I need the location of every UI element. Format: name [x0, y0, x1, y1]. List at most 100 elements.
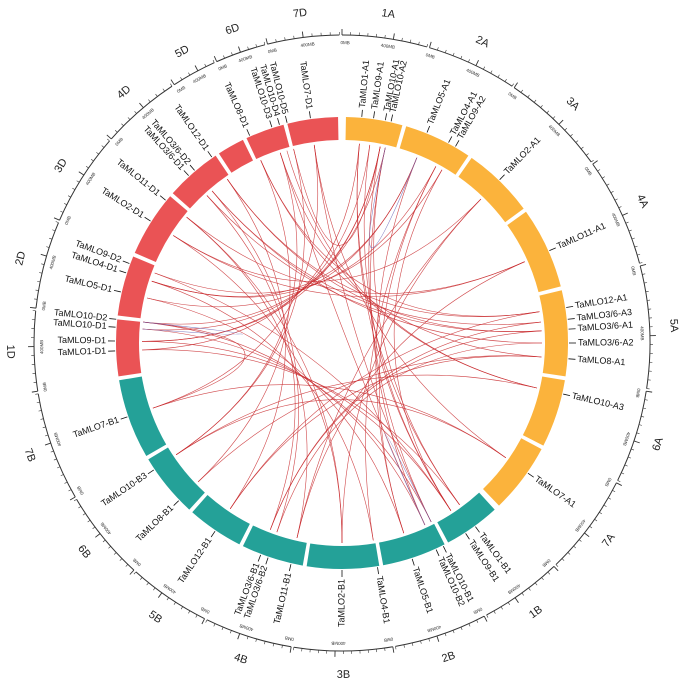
axis-tick [55, 221, 59, 223]
axis-tick [204, 63, 207, 67]
chromosome-band-1b [437, 492, 495, 543]
axis-tick [628, 229, 632, 232]
axis-tick [578, 539, 582, 542]
axis-tick [631, 448, 635, 451]
axis-tick [641, 416, 645, 418]
axis-tick [57, 466, 61, 469]
axis-tick [602, 176, 605, 179]
axis-tick [636, 432, 640, 434]
axis-tick [644, 282, 648, 284]
axis-tick [552, 116, 556, 119]
axis-tick [281, 645, 283, 649]
axis-tick [622, 212, 629, 216]
axis-tick [139, 577, 143, 580]
axis-tick [255, 638, 257, 642]
chromosome-label-5d: 5D [173, 43, 191, 60]
chromosome-label-1b: 1B [527, 604, 545, 622]
axis-arc-2d [35, 222, 59, 309]
synteny-link-tamlo3-6-b1-to-tamlo3-6-d1 [206, 195, 296, 530]
tick-label-0mb: 0MB [41, 301, 47, 311]
axis-tick [594, 519, 598, 522]
chromosome-label-6d: 6D [224, 21, 241, 37]
axis-tick [108, 546, 111, 549]
axis-tick [213, 623, 216, 627]
axis-tick [476, 619, 479, 623]
axis-tick [564, 127, 568, 131]
axis-tick [621, 472, 625, 475]
gene-label-tamlo11-a1: TaMLO11-A1 [555, 221, 607, 251]
synteny-link-tamlo9-a1-to-tamlo9-d1 [141, 144, 371, 342]
tick-label-400mb: 400MB [141, 107, 155, 120]
axis-tick [475, 60, 479, 66]
chromosome-label-1a: 1A [381, 7, 397, 21]
synteny-link-tamlo9-d1-to-tamlo10-a1 [141, 146, 381, 342]
synteny-link-tamlo3-6-b2-to-tamlo3-6-d2 [211, 190, 299, 533]
gene-marker [563, 393, 571, 397]
axis-tick [610, 191, 614, 194]
synteny-link-tamlo12-a1-to-tamlo8-d1 [260, 160, 540, 317]
axis-tick [162, 88, 165, 92]
gene-marker [384, 113, 388, 121]
tick-label-0mb: 0MB [76, 485, 85, 496]
axis-tick [139, 102, 144, 108]
chromosome-label-4d: 4D [115, 83, 134, 101]
tick-label-0mb: 0MB [507, 91, 517, 100]
axis-arc-1a [341, 34, 428, 48]
axis-tick [68, 489, 72, 492]
tick-label-400mb: 400MB [574, 518, 587, 532]
gene-marker [122, 260, 130, 264]
axis-tick [500, 606, 503, 610]
axis-tick [452, 52, 455, 56]
tick-label-400mb: 400MB [465, 67, 480, 78]
gene-label-tamlo2-d1: TaMLO2-D1 [100, 185, 146, 220]
axis-tick [395, 646, 397, 650]
chromosome-band-4a [507, 211, 561, 293]
axis-tick [497, 74, 500, 78]
axis-tick [53, 458, 57, 461]
gene-label-tamlo5-d1: TaMLO5-D1 [64, 274, 114, 295]
chromosome-label-3b: 3B [337, 669, 351, 681]
gene-marker [288, 564, 292, 572]
axis-tick [129, 569, 135, 575]
axis-arc-5a [639, 265, 651, 389]
axis-tick [205, 619, 208, 623]
axis-tick [133, 571, 137, 575]
gene-label-tamlo7-b1: TaMLO7-B1 [72, 415, 121, 440]
axis-arc-4a [592, 163, 640, 264]
axis-tick [486, 614, 489, 618]
axis-tick [401, 37, 403, 41]
synteny-link-tamlo5-b1-to-tamlo5-d1 [147, 297, 405, 534]
axis-arc-6a [617, 391, 647, 481]
axis-tick [119, 558, 123, 561]
axis-tick [642, 273, 646, 275]
chromosome-band-2b [378, 523, 445, 566]
axis-tick [468, 623, 471, 627]
axis-tick [64, 481, 68, 484]
chromosome-label-2b: 2B [440, 649, 457, 665]
axis-tick [567, 552, 571, 555]
chromosome-band-1d [115, 319, 142, 377]
gene-label-tamlo9-d1: TaMLO9-D1 [57, 335, 106, 345]
synteny-link-tamlo10-a2-to-tamlo10-b2 [370, 147, 426, 526]
tick-label-400mb: 400MB [381, 43, 396, 50]
gene-marker [465, 533, 470, 540]
synteny-link-tamlo7-d1-to-tamlo10-b1 [313, 144, 432, 523]
gene-label-tamlo1-a1: TaMLO1-A1 [357, 60, 371, 109]
axis-tick [85, 165, 89, 169]
axis-tick [490, 70, 493, 74]
gene-marker [499, 174, 505, 180]
axis-tick [460, 55, 463, 59]
gene-label-tamlo1-d1: TaMLO1-D1 [57, 346, 106, 358]
axis-tick [420, 640, 422, 644]
axis-tick [201, 618, 205, 625]
axis-tick [547, 571, 551, 575]
gene-marker [277, 117, 280, 125]
tick-label-400mb: 400MB [48, 255, 57, 270]
gene-marker [265, 557, 269, 565]
synteny-link-tamlo1-b1-to-tamlo1-d1 [142, 349, 460, 505]
axis-tick [418, 41, 420, 45]
axis-tick [121, 123, 124, 127]
axis-tick [493, 610, 496, 614]
axis-tick [584, 532, 590, 538]
tick-label-400mb: 400MB [85, 172, 97, 187]
